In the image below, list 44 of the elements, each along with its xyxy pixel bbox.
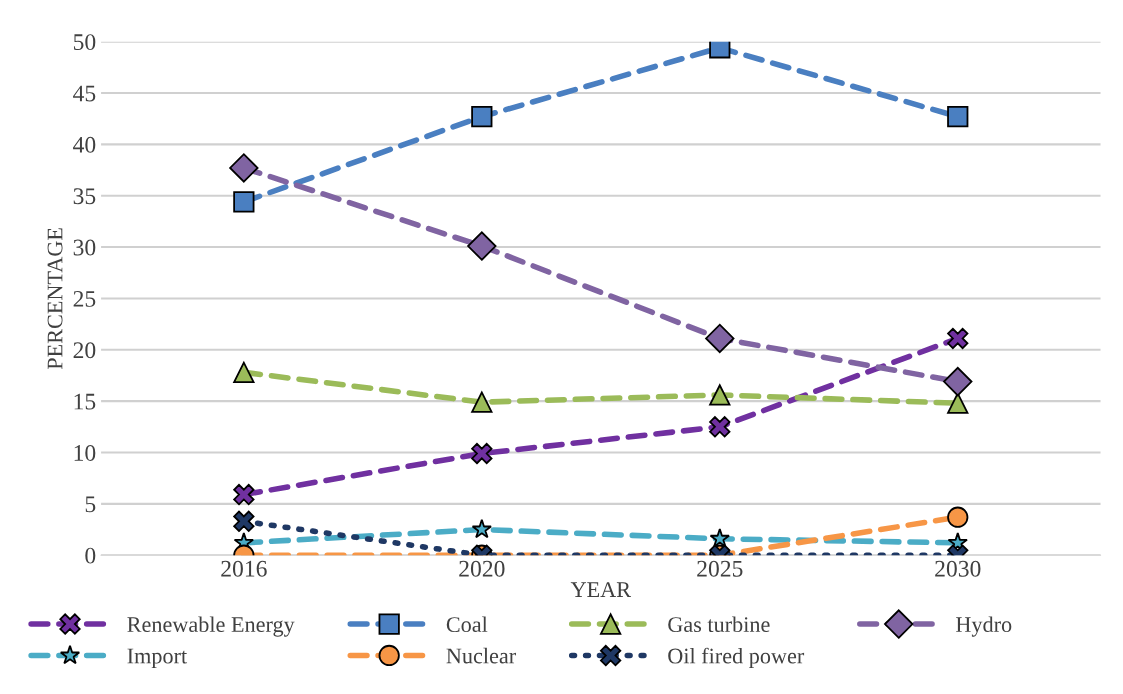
y-axis-title: PERCENTAGE bbox=[47, 228, 63, 370]
legend-label: Renewable Energy bbox=[127, 616, 295, 637]
point bbox=[233, 191, 255, 213]
point bbox=[709, 41, 731, 59]
x-tick-label: 2025 bbox=[697, 560, 743, 577]
y-tick-label: 45 bbox=[73, 85, 96, 102]
y-tick-label: 20 bbox=[73, 342, 96, 359]
point bbox=[471, 391, 493, 413]
legend-label: Import bbox=[127, 648, 188, 669]
x-tick-label: 2016 bbox=[221, 560, 267, 577]
point bbox=[947, 506, 969, 528]
point bbox=[705, 323, 735, 354]
point bbox=[709, 528, 730, 548]
point bbox=[943, 366, 973, 397]
legend-label: Oil fired power bbox=[668, 647, 805, 669]
point bbox=[233, 483, 255, 506]
x-tick-label: 2020 bbox=[459, 560, 505, 577]
point bbox=[467, 231, 497, 261]
x-axis-title: YEAR bbox=[570, 582, 632, 597]
point bbox=[233, 510, 255, 532]
y-tick-label: 40 bbox=[73, 136, 96, 153]
point bbox=[233, 361, 255, 383]
y-tick-label: 15 bbox=[74, 393, 96, 410]
legend-label: Nuclear bbox=[446, 647, 516, 664]
y-tick-label: 0 bbox=[85, 547, 96, 564]
y-tick-label: 5 bbox=[85, 496, 96, 513]
point bbox=[709, 384, 731, 406]
point bbox=[471, 518, 492, 539]
point bbox=[947, 327, 969, 350]
point bbox=[471, 442, 493, 465]
y-tick-label: 25 bbox=[73, 290, 96, 307]
legend-label: Hydro bbox=[956, 616, 1012, 637]
legend-label: Gas turbine bbox=[668, 616, 770, 633]
point bbox=[709, 416, 731, 438]
y-tick-label: 10 bbox=[74, 444, 96, 461]
point bbox=[947, 392, 969, 414]
x-tick-label: 2030 bbox=[935, 560, 981, 577]
y-tick-label: 50 bbox=[73, 34, 96, 51]
y-tick-label: 30 bbox=[73, 239, 96, 256]
point bbox=[471, 105, 493, 128]
y-tick-label: 35 bbox=[73, 188, 96, 205]
legend-label: Coal bbox=[446, 616, 488, 633]
point bbox=[947, 105, 969, 128]
point bbox=[229, 153, 259, 183]
